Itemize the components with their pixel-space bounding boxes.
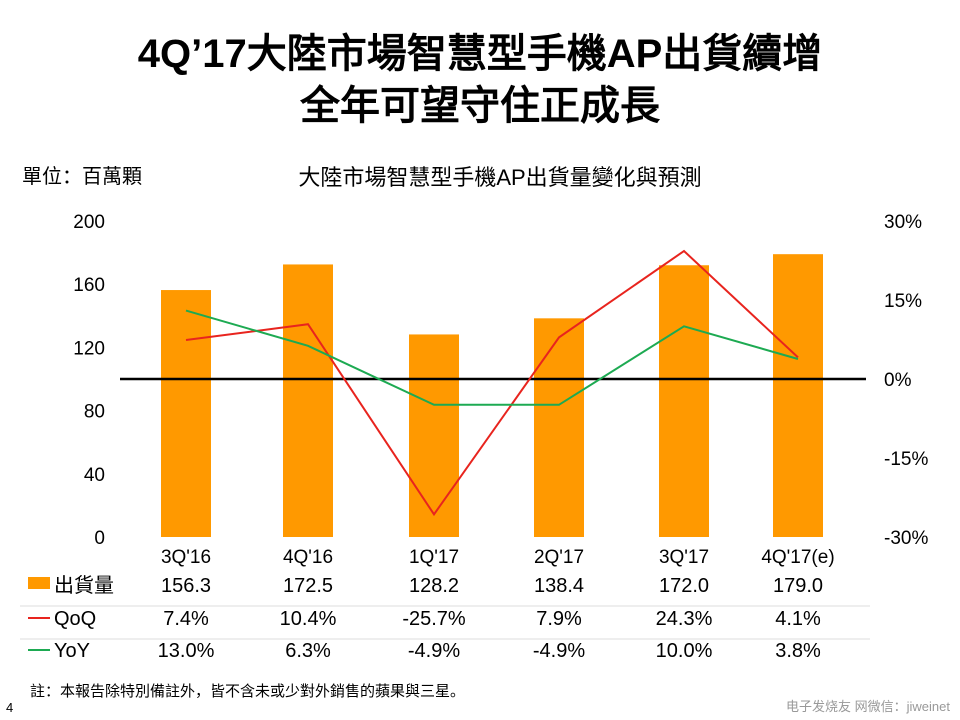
data-label: 179.0: [773, 575, 823, 597]
data-label: 24.3%: [656, 608, 713, 630]
y2-tick-label: -30%: [884, 528, 928, 549]
data-label: 3.8%: [775, 640, 821, 662]
data-label: 4.1%: [775, 608, 821, 630]
data-label: -25.7%: [402, 608, 466, 630]
x-tick-label: 3Q'17: [659, 547, 709, 568]
x-tick-label: 1Q'17: [409, 547, 459, 568]
y-tick-label: 120: [73, 338, 105, 359]
unit-label: 單位：百萬顆: [22, 166, 142, 188]
data-label: 172.0: [659, 575, 709, 597]
page-number: 4: [6, 700, 14, 715]
y2-tick-label: 0%: [884, 370, 912, 391]
watermark: 电子发烧友 网微信：jiweinet: [786, 699, 950, 714]
y-tick-label: 40: [84, 465, 105, 486]
x-tick-label: 3Q'16: [161, 547, 211, 568]
bar: [409, 334, 459, 537]
slide-title-line2: 全年可望守住正成長: [300, 84, 660, 128]
bar: [283, 264, 333, 537]
y-tick-label: 0: [94, 528, 105, 549]
data-label: -4.9%: [533, 640, 585, 662]
slide-title-line1: 4Q’17大陸市場智慧型手機AP出貨續增: [137, 32, 823, 76]
data-label: 7.4%: [163, 608, 209, 630]
x-tick-label: 4Q'17(e): [761, 547, 834, 568]
data-label: 13.0%: [158, 640, 215, 662]
series-line-qoq: [185, 249, 799, 517]
legend-label: YoY: [54, 640, 90, 662]
data-label: 10.4%: [280, 608, 337, 630]
y2-tick-label: -15%: [884, 449, 928, 470]
data-label: -4.9%: [408, 640, 460, 662]
bar: [534, 318, 584, 537]
data-label: 156.3: [161, 575, 211, 597]
legend-swatch-bar: [28, 577, 50, 589]
x-tick-label: 4Q'16: [283, 547, 333, 568]
data-label: 128.2: [409, 575, 459, 597]
data-label: 172.5: [283, 575, 333, 597]
footnote: 註：本報告除特別備註外，皆不含未或少對外銷售的蘋果與三星。: [30, 683, 466, 700]
y-tick-label: 160: [73, 275, 105, 296]
chart-title: 大陸市場智慧型手機AP出貨量變化與預測: [298, 165, 702, 190]
y2-tick-label: 30%: [884, 212, 922, 233]
series-line-yoy: [185, 309, 799, 406]
bar: [659, 265, 709, 537]
legend-label: 出貨量: [54, 574, 114, 597]
y2-tick-label: 15%: [884, 291, 922, 312]
data-label: 6.3%: [285, 640, 331, 662]
bar: [161, 290, 211, 537]
data-label: 10.0%: [656, 640, 713, 662]
data-label: 7.9%: [536, 608, 582, 630]
y-tick-label: 80: [84, 402, 105, 423]
x-tick-label: 2Q'17: [534, 547, 584, 568]
y-tick-label: 200: [73, 212, 105, 233]
legend-label: QoQ: [54, 608, 96, 630]
bar: [773, 254, 823, 537]
data-label: 138.4: [534, 575, 584, 597]
